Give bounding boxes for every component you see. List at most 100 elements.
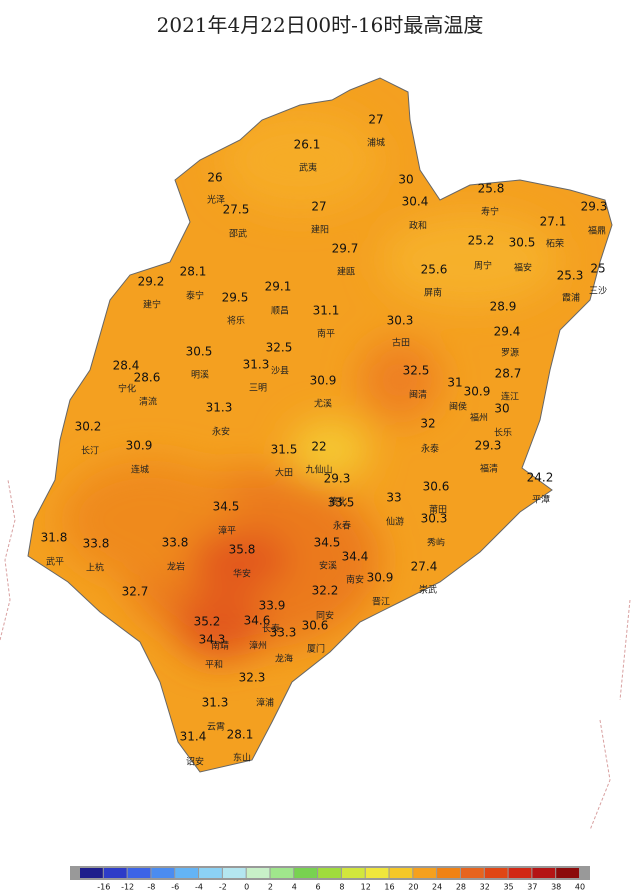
- temperature-label: 30: [494, 402, 509, 416]
- place-name: 华安: [233, 568, 251, 580]
- temperature-label: 25.6: [421, 263, 448, 277]
- temperature-label: 33.9: [259, 599, 286, 613]
- legend-swatch: [127, 868, 151, 878]
- place-name: 福州: [470, 412, 488, 424]
- legend-label: 35: [503, 883, 513, 892]
- temperature-label: 31.3: [243, 358, 270, 372]
- temperature-label: 33.3: [270, 626, 297, 640]
- legend-swatch: [365, 868, 389, 878]
- place-name: 长泰: [262, 623, 280, 635]
- place-name: 将乐: [227, 315, 245, 327]
- place-name: 闽侯: [449, 401, 467, 413]
- temperature-label: 30: [398, 173, 413, 187]
- place-name: 三沙: [589, 286, 607, 297]
- temperature-label: 30.2: [75, 420, 102, 434]
- temperature-label: 34.5: [213, 500, 240, 514]
- temperature-label: 30.4: [402, 195, 429, 209]
- legend-label: -6: [171, 883, 179, 892]
- temperature-label: 30.5: [186, 345, 213, 359]
- legend-swatch: [341, 868, 365, 878]
- place-name: 建阳: [311, 224, 329, 236]
- temperature-label: 26.1: [294, 138, 321, 152]
- place-name: 东山: [233, 752, 251, 764]
- legend-label: -2: [219, 883, 227, 892]
- place-name: 德化: [329, 496, 347, 508]
- place-name: 安溪: [319, 560, 337, 572]
- temperature-label: 29.1: [265, 280, 292, 294]
- place-name: 漳平: [218, 525, 236, 537]
- legend-label: 2: [268, 883, 273, 892]
- place-name: 平和: [205, 660, 223, 671]
- place-name: 建宁: [143, 299, 161, 311]
- temperature-label: 33: [386, 491, 401, 505]
- place-name: 崇武: [419, 584, 437, 596]
- temperature-label: 30.5: [509, 236, 536, 250]
- place-name: 尤溪: [314, 398, 332, 410]
- temperature-label: 27: [311, 200, 326, 214]
- map-title: 2021年4月22日00时-16时最高温度: [157, 13, 484, 37]
- temperature-label: 30.9: [367, 571, 394, 585]
- legend-swatch: [80, 868, 103, 878]
- legend-swatch: [389, 868, 413, 878]
- legend-label: 16: [384, 883, 394, 892]
- temperature-label: 29.3: [475, 439, 502, 453]
- temperature-label: 30.3: [421, 512, 448, 526]
- temperature-label: 32.5: [266, 341, 293, 355]
- legend-label: 28: [456, 883, 466, 892]
- legend-swatch: [222, 868, 246, 878]
- temperature-label: 33.5: [328, 496, 355, 510]
- legend-label: -12: [121, 883, 134, 892]
- place-name: 清流: [139, 396, 157, 408]
- legend-label: -4: [195, 883, 203, 892]
- temperature-label: 34.5: [314, 536, 341, 550]
- temperature-label: 29.3: [324, 472, 351, 486]
- legend-label: 0: [244, 883, 249, 892]
- legend-label: 24: [432, 883, 442, 892]
- legend-swatch: [270, 868, 294, 878]
- place-name: 连江: [501, 391, 519, 403]
- temperature-label: 31.3: [202, 696, 229, 710]
- place-name: 南安: [346, 574, 364, 586]
- temperature-label: 32.7: [122, 585, 149, 599]
- temperature-label: 27.5: [223, 203, 250, 217]
- temperature-label: 32.3: [239, 671, 266, 685]
- place-name: 大田: [275, 467, 293, 479]
- place-name: 龙岩: [167, 561, 185, 573]
- place-name: 福鼎: [588, 225, 606, 237]
- legend-label: 8: [339, 883, 344, 892]
- legend-swatch: [484, 868, 508, 878]
- place-name: 福清: [480, 463, 498, 475]
- place-name: 福安: [514, 262, 532, 274]
- place-name: 永春: [333, 520, 351, 532]
- temperature-label: 35.2: [194, 615, 221, 629]
- temperature-label: 34.3: [199, 633, 226, 647]
- place-name: 寿宁: [481, 206, 499, 218]
- temperature-label: 29.3: [581, 200, 608, 214]
- legend-swatch: [532, 868, 556, 878]
- place-name: 云霄: [207, 722, 225, 733]
- place-name: 周宁: [474, 260, 492, 272]
- place-name: 平潭: [532, 495, 550, 506]
- legend-swatch: [437, 868, 460, 878]
- temperature-label: 30.9: [126, 439, 153, 453]
- legend-label: 12: [361, 883, 371, 892]
- legend-label: -8: [147, 883, 155, 892]
- legend-label: 6: [316, 883, 321, 892]
- temperature-label: 31.3: [206, 401, 233, 415]
- place-name: 漳州: [249, 640, 267, 652]
- temperature-label: 34.4: [342, 550, 369, 564]
- legend-label: 4: [292, 883, 297, 892]
- legend-swatch: [151, 868, 175, 878]
- temperature-label: 27.1: [540, 215, 567, 229]
- legend-swatch: [175, 868, 199, 878]
- temperature-label: 29.2: [138, 275, 165, 289]
- place-name: 晋江: [372, 597, 390, 608]
- place-name: 南靖: [211, 640, 229, 652]
- legend-swatch: [199, 868, 222, 878]
- place-name: 长汀: [81, 445, 99, 457]
- place-name: 浦城: [367, 137, 385, 149]
- place-name: 闽清: [409, 389, 427, 401]
- legend-swatch: [508, 868, 532, 878]
- legend-label: 20: [408, 883, 418, 892]
